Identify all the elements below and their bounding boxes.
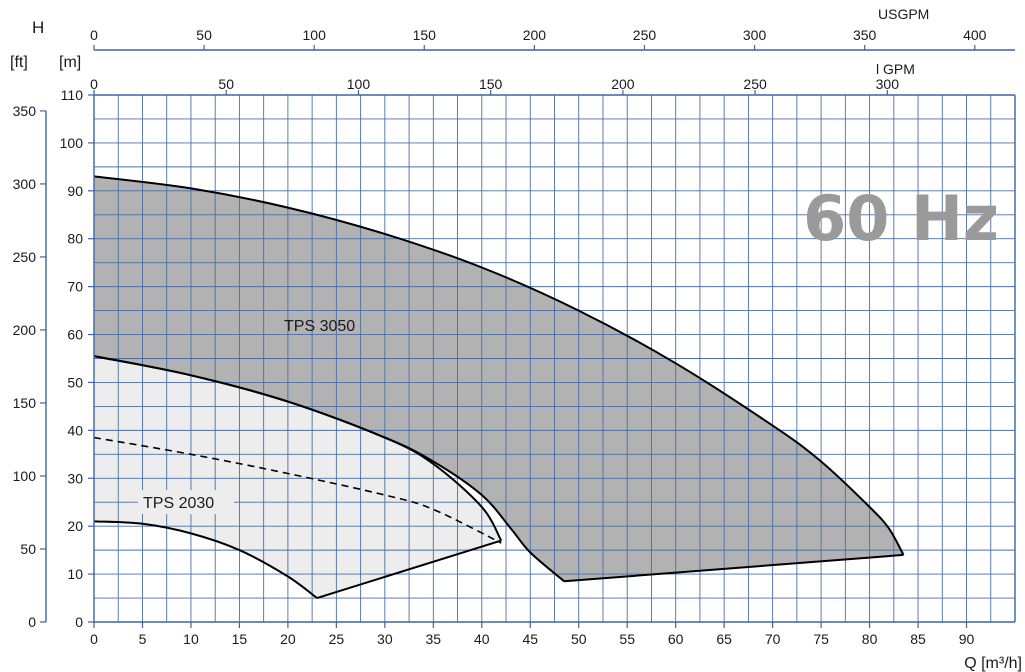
usgpm-tick-label: 200 [523, 27, 547, 43]
x-tick-label: 90 [959, 631, 975, 647]
y-tick-label: 40 [67, 422, 83, 438]
lgpm-tick-label: 150 [479, 76, 503, 92]
y-tick-label: 60 [67, 327, 83, 343]
y-tick-label: 10 [67, 566, 83, 582]
region-fill-0 [94, 176, 904, 582]
lower-curve-1 [93, 520, 318, 599]
x-tick-label: 5 [139, 631, 147, 647]
ft-tick-label: 50 [20, 541, 36, 557]
x-tick-label: 80 [862, 631, 878, 647]
axis-labels: 0 5 10 15 20 25 30 35 40 45 50 55 60 65 70 75 80 85 90 0 10 2… [13, 27, 987, 647]
ft-tick-label: 150 [13, 395, 37, 411]
y-tick-label: 80 [67, 231, 83, 247]
x-tick-label: 45 [522, 631, 538, 647]
lgpm-axis-label: l GPM [876, 61, 915, 77]
chart-grid [93, 94, 1016, 623]
lgpm-tick-label: 300 [876, 76, 900, 92]
frequency-label: 60 Hz [803, 182, 999, 255]
x-tick-label: 15 [232, 631, 248, 647]
usgpm-tick-label: 100 [303, 27, 327, 43]
x-tick-label: 40 [474, 631, 490, 647]
x-tick-label: 60 [668, 631, 684, 647]
pump-range-outlines [93, 175, 905, 600]
series-label-tps-2030: TPS 2030 [143, 495, 214, 512]
usgpm-tick-label: 250 [633, 27, 657, 43]
upper-curve-0 [93, 175, 905, 556]
x-tick-label: 35 [426, 631, 442, 647]
y-tick-label: 100 [60, 135, 84, 151]
y-tick-label: 110 [61, 87, 84, 103]
x-tick-label: 70 [765, 631, 781, 647]
x-tick-label: 85 [910, 631, 926, 647]
lgpm-tick-label: 200 [611, 76, 635, 92]
region-fill-1 [94, 356, 502, 598]
ft-tick-label: 200 [13, 322, 37, 338]
pump-range-fills [94, 176, 904, 598]
x-tick-label: 50 [571, 631, 587, 647]
usgpm-tick-label: 400 [963, 27, 987, 43]
x-tick-label: 10 [183, 631, 199, 647]
usgpm-axis-label: USGPM [878, 6, 929, 22]
y-tick-label: 20 [67, 518, 83, 534]
ft-tick-label: 250 [13, 249, 37, 265]
x-tick-label: 75 [813, 631, 829, 647]
x-tick-label: 30 [377, 631, 393, 647]
usgpm-tick-label: 50 [196, 27, 212, 43]
x-tick-label: 25 [329, 631, 345, 647]
y-tick-label: 50 [67, 374, 83, 390]
ft-tick-label: 350 [13, 103, 37, 119]
axes-frame [45, 49, 1016, 623]
x-axis-label: Q [m³/h] [964, 655, 1022, 672]
min-flow-line-1 [316, 539, 502, 600]
usgpm-tick-label: 0 [90, 27, 98, 43]
x-tick-label: 65 [716, 631, 732, 647]
y-axis-unit-m: [m] [59, 54, 81, 71]
series-label-tps-3050: TPS 3050 [284, 318, 355, 335]
y-tick-label: 70 [67, 279, 83, 295]
y-tick-label: 30 [67, 470, 83, 486]
lgpm-tick-label: 50 [218, 76, 234, 92]
x-tick-label: 0 [90, 631, 98, 647]
dashed-curve-1 [93, 436, 502, 544]
usgpm-tick-label: 150 [413, 27, 437, 43]
y-tick-label: 90 [67, 183, 83, 199]
lgpm-tick-label: 100 [347, 76, 371, 92]
x-tick-label: 20 [280, 631, 296, 647]
axis-ticks [40, 45, 976, 628]
usgpm-tick-label: 350 [853, 27, 877, 43]
y-axis-unit-ft: [ft] [10, 54, 28, 71]
series-label-bg-tps-2030 [138, 490, 234, 514]
lgpm-tick-label: 0 [90, 76, 98, 92]
x-tick-label: 55 [619, 631, 635, 647]
usgpm-tick-label: 300 [743, 27, 767, 43]
y-axis-symbol: H [32, 18, 44, 37]
ft-tick-label: 300 [13, 176, 37, 192]
y-tick-label: 0 [75, 614, 83, 630]
ft-tick-label: 100 [13, 468, 37, 484]
min-flow-line-0 [564, 553, 904, 583]
ft-tick-label: 0 [28, 614, 36, 630]
upper-curve-1 [93, 355, 503, 542]
lgpm-tick-label: 250 [743, 76, 767, 92]
